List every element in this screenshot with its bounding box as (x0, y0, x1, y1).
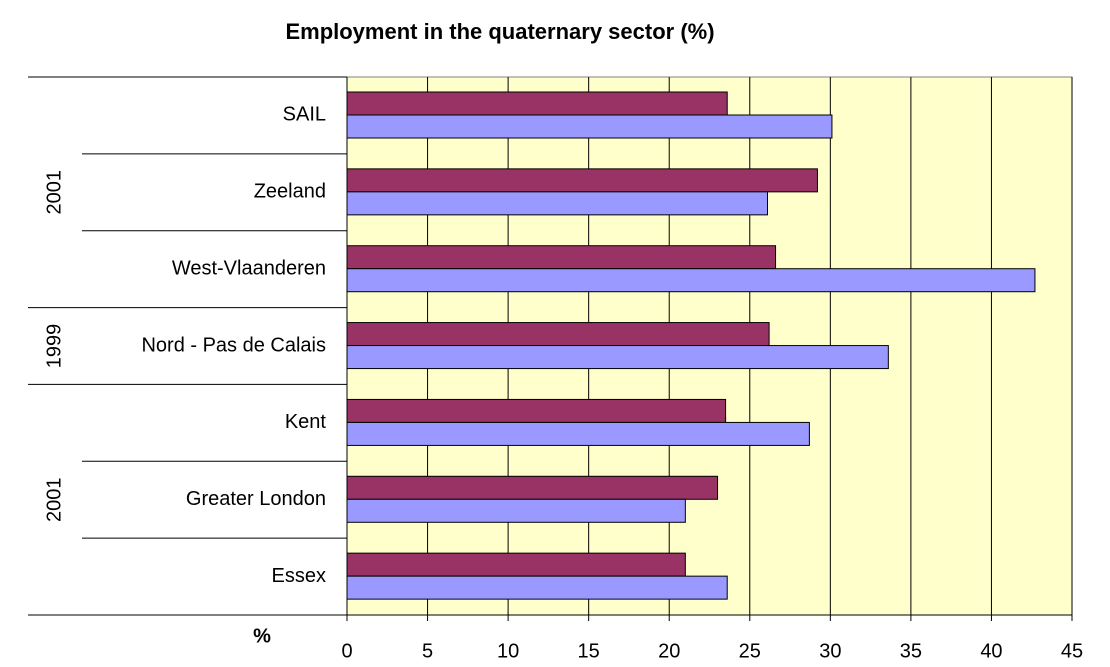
bar (346, 322, 770, 347)
x-tick-label: 25 (739, 640, 761, 662)
category-label: SAIL (283, 104, 326, 126)
bar (346, 345, 889, 370)
x-tick-label: 35 (900, 640, 922, 662)
bar (346, 498, 686, 523)
bar (346, 168, 818, 193)
group-label: 2001 (43, 477, 65, 522)
x-tick-label: 5 (422, 640, 433, 662)
bar (346, 91, 728, 116)
x-tick-label: 15 (578, 640, 600, 662)
bar (346, 268, 1036, 293)
x-tick-label: 10 (497, 640, 519, 662)
category-label: Essex (272, 565, 326, 587)
group-label: 2001 (43, 170, 65, 215)
x-axis-label: % (253, 625, 271, 647)
bar (346, 421, 810, 446)
x-tick-label: 30 (819, 640, 841, 662)
bar (346, 398, 727, 423)
bar (346, 191, 768, 216)
bar (346, 475, 719, 500)
bar (346, 114, 833, 139)
group-label: 1999 (43, 324, 65, 369)
chart-title: Employment in the quaternary sector (%) (285, 19, 714, 44)
x-tick-label: 20 (658, 640, 680, 662)
category-label: Zeeland (254, 181, 326, 203)
category-label: Greater London (186, 488, 326, 510)
bar (346, 575, 728, 600)
category-label: Nord - Pas de Calais (141, 334, 326, 356)
category-label: West-Vlaanderen (172, 257, 326, 279)
x-tick-label: 45 (1061, 640, 1083, 662)
category-label: Kent (285, 411, 327, 433)
bar (346, 552, 686, 577)
bar (346, 245, 777, 270)
x-tick-label: 40 (980, 640, 1002, 662)
x-tick-label: 0 (341, 640, 352, 662)
